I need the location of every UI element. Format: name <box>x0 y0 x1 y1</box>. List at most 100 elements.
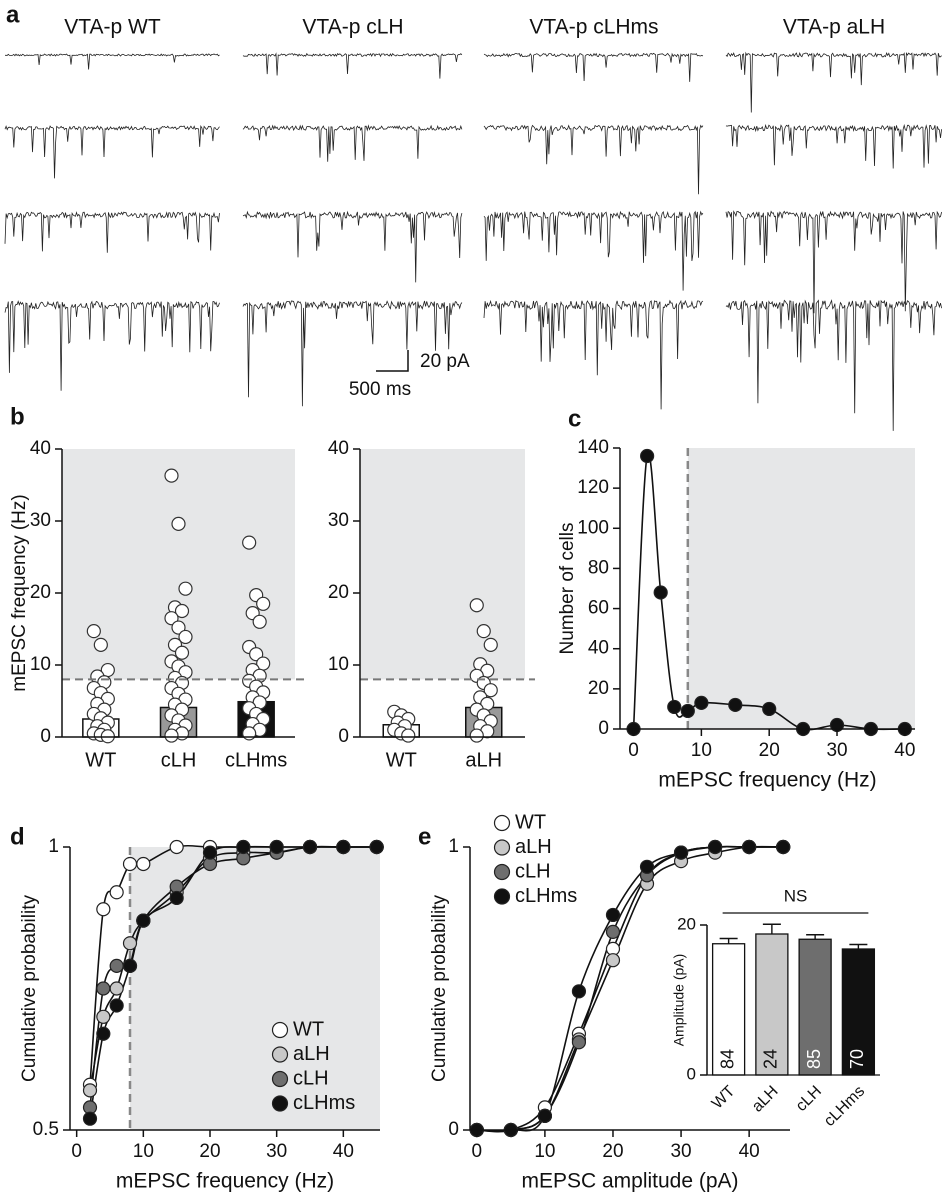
data-point <box>256 596 271 611</box>
data-point <box>164 468 179 483</box>
column-title: VTA-p WT <box>64 16 161 39</box>
data-point <box>640 448 655 464</box>
x-axis-label: mEPSC amplitude (pA) <box>521 1170 738 1193</box>
legend-marker <box>493 863 511 881</box>
legend-marker <box>493 839 511 856</box>
y-tick-label: 40 <box>588 638 609 659</box>
legend-label: WT <box>293 1018 324 1040</box>
trace <box>5 53 220 70</box>
trace <box>4 211 220 253</box>
x-tick-label: 10 <box>133 1141 154 1162</box>
x-axis-label: mEPSC frequency (Hz) <box>116 1170 334 1193</box>
y-axis-label: Cumulative probability <box>19 895 40 1082</box>
data-point <box>269 839 284 855</box>
y-tick-label: 0 <box>687 1064 696 1083</box>
scale-bar-x-label: 500 ms <box>349 379 411 400</box>
trace <box>483 124 704 195</box>
trace <box>725 299 942 431</box>
trace <box>242 52 463 79</box>
y-tick-label: 140 <box>577 437 609 458</box>
data-point <box>136 856 151 872</box>
scale-bar-y-label: 20 pA <box>420 351 470 372</box>
data-point <box>96 981 111 996</box>
data-point <box>178 629 193 645</box>
x-tick-label: 0 <box>628 740 639 761</box>
legend-label: aLH <box>515 836 552 858</box>
panel-label: d <box>10 823 25 850</box>
error-bar <box>806 934 825 940</box>
data-point <box>252 614 267 629</box>
data-point <box>96 1009 111 1024</box>
y-tick-label: 20 <box>588 678 609 699</box>
data-point <box>694 695 709 711</box>
panel-label: b <box>10 403 25 430</box>
y-tick-label: 0 <box>40 726 51 747</box>
data-point <box>336 839 351 855</box>
column-title: VTA-p cLHms <box>529 16 658 39</box>
bar-count-label: 24 <box>761 1049 781 1069</box>
data-point <box>122 856 138 872</box>
data-point <box>762 701 777 717</box>
legend-label: cLHms <box>515 885 577 907</box>
y-axis-label: Number of cells <box>557 523 578 655</box>
x-tick-label: 20 <box>602 1141 623 1162</box>
legend-label: cLHms <box>293 1092 355 1114</box>
y-tick-label: 10 <box>328 654 349 675</box>
data-point <box>605 907 621 923</box>
legend-marker <box>271 1070 289 1088</box>
data-point <box>164 728 179 743</box>
x-tick-label: aLH <box>749 1083 782 1116</box>
trace <box>483 299 704 410</box>
data-point <box>169 839 184 855</box>
trace <box>725 210 942 314</box>
x-tick-label: 40 <box>333 1141 354 1162</box>
data-point <box>96 902 111 917</box>
x-tick-label: 30 <box>266 1141 287 1162</box>
data-point <box>708 839 723 855</box>
y-tick-label: 30 <box>30 510 51 531</box>
data-point <box>171 516 186 531</box>
x-tick-label: WT <box>386 749 417 771</box>
data-point <box>86 624 101 639</box>
data-point <box>302 839 318 855</box>
data-point <box>476 624 491 639</box>
y-tick-label: 0 <box>338 726 349 747</box>
x-tick-label: 0 <box>472 1141 483 1162</box>
error-bar <box>762 923 781 934</box>
error-bar <box>719 937 738 944</box>
legend-label: aLH <box>293 1043 330 1065</box>
data-point <box>680 703 695 719</box>
data-point <box>369 839 384 855</box>
y-tick-label: 10 <box>30 654 51 675</box>
x-tick-label: cLH <box>161 749 197 771</box>
legend-marker <box>271 1046 289 1063</box>
data-point <box>483 637 498 652</box>
data-point <box>109 958 124 973</box>
y-tick-label: 120 <box>577 477 609 498</box>
x-tick-label: 20 <box>199 1141 220 1162</box>
y-axis-label: Amplitude (pA) <box>671 954 687 1047</box>
data-point <box>136 913 151 928</box>
trace <box>4 124 220 179</box>
y-tick-label: 1 <box>48 836 59 857</box>
bar-count-label: 84 <box>717 1049 737 1069</box>
x-tick-label: cLHms <box>225 749 287 771</box>
data-point <box>249 647 264 662</box>
data-point <box>571 984 587 999</box>
bar-count-label: 85 <box>804 1049 824 1069</box>
data-point <box>537 1108 552 1123</box>
data-point <box>178 581 193 596</box>
y-tick-label: 80 <box>588 557 609 578</box>
x-tick-label: 30 <box>670 1141 691 1162</box>
error-bar <box>849 943 868 949</box>
y-tick-label: 0.5 <box>33 1119 59 1140</box>
data-point <box>571 1035 587 1050</box>
legend-marker <box>271 1021 289 1039</box>
data-point <box>96 1026 111 1041</box>
data-point <box>667 699 682 715</box>
data-point <box>242 535 257 550</box>
trace <box>725 51 942 113</box>
data-point <box>728 697 743 713</box>
y-tick-label: 40 <box>30 438 51 459</box>
